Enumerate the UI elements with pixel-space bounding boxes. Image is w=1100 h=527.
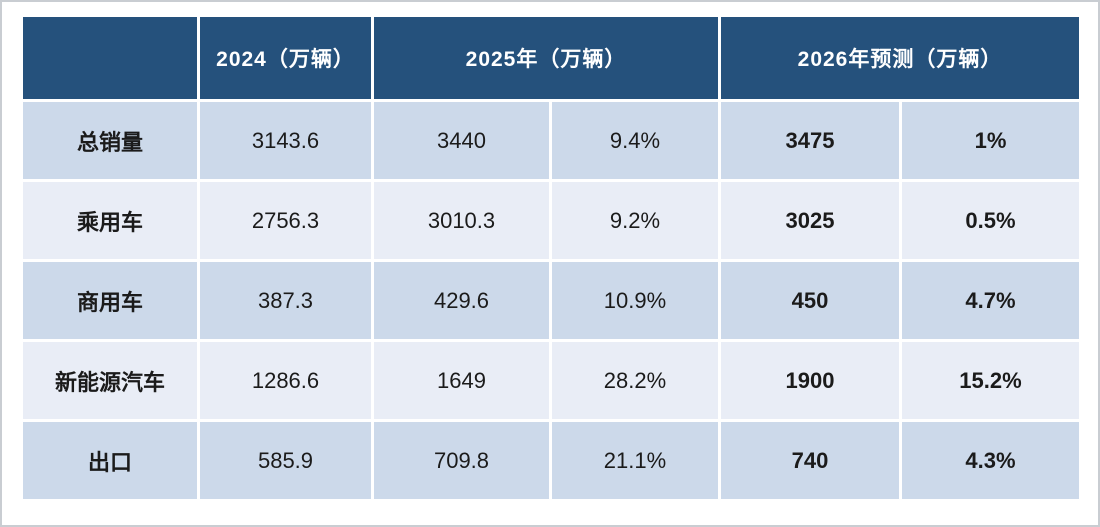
header-2026-forecast: 2026年预测（万辆） [721,17,1079,99]
value-2025: 429.6 [374,262,549,339]
row-label: 新能源汽车 [23,342,197,419]
row-label: 商用车 [23,262,197,339]
table-row-exports: 出口 585.9 709.8 21.1% 740 4.3% [23,422,1079,499]
value-2026-forecast: 740 [721,422,899,499]
value-2024: 1286.6 [200,342,371,419]
growth-2026-forecast: 4.3% [902,422,1079,499]
value-2024: 3143.6 [200,102,371,179]
value-2025: 709.8 [374,422,549,499]
table-header-row: 2024（万辆） 2025年（万辆） 2026年预测（万辆） [23,17,1079,99]
header-corner-cell [23,17,197,99]
header-2024: 2024（万辆） [200,17,371,99]
value-2026-forecast: 1900 [721,342,899,419]
growth-2026-forecast: 4.7% [902,262,1079,339]
value-2025: 1649 [374,342,549,419]
growth-2025: 21.1% [552,422,718,499]
table-row-passenger-vehicles: 乘用车 2756.3 3010.3 9.2% 3025 0.5% [23,182,1079,259]
growth-2025: 9.2% [552,182,718,259]
table-row-total-sales: 总销量 3143.6 3440 9.4% 3475 1% [23,102,1079,179]
value-2024: 585.9 [200,422,371,499]
row-label: 出口 [23,422,197,499]
value-2026-forecast: 3475 [721,102,899,179]
growth-2025: 10.9% [552,262,718,339]
value-2025: 3010.3 [374,182,549,259]
growth-2026-forecast: 1% [902,102,1079,179]
row-label: 乘用车 [23,182,197,259]
growth-2025: 9.4% [552,102,718,179]
table-row-nev: 新能源汽车 1286.6 1649 28.2% 1900 15.2% [23,342,1079,419]
value-2024: 2756.3 [200,182,371,259]
value-2026-forecast: 450 [721,262,899,339]
table-row-commercial-vehicles: 商用车 387.3 429.6 10.9% 450 4.7% [23,262,1079,339]
growth-2026-forecast: 0.5% [902,182,1079,259]
row-label: 总销量 [23,102,197,179]
value-2024: 387.3 [200,262,371,339]
growth-2025: 28.2% [552,342,718,419]
header-2025: 2025年（万辆） [374,17,718,99]
growth-2026-forecast: 15.2% [902,342,1079,419]
value-2026-forecast: 3025 [721,182,899,259]
value-2025: 3440 [374,102,549,179]
auto-sales-forecast-table: 2024（万辆） 2025年（万辆） 2026年预测（万辆） 总销量 3143.… [20,14,1082,502]
